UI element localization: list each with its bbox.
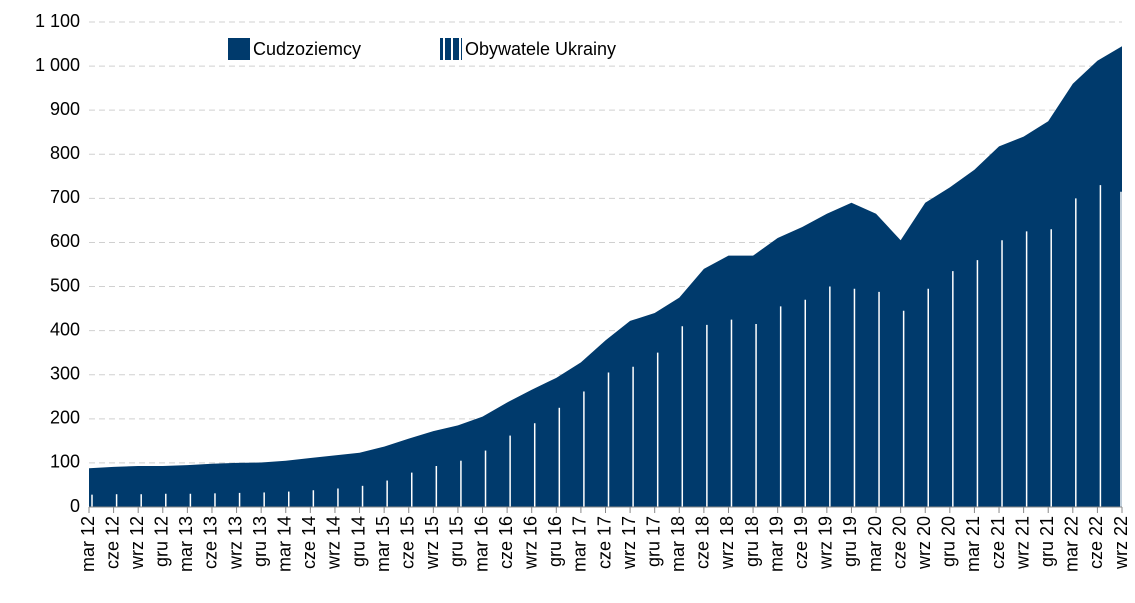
y-tick-label: 900 [50,99,80,119]
x-tick-label: cze 18 [693,516,713,569]
x-tick-label: mar 20 [865,516,885,572]
x-tick-label: cze 17 [594,516,614,569]
x-tick-label: wrz 13 [225,516,245,570]
y-tick-label: 800 [50,143,80,163]
x-tick-label: gru 15 [447,516,467,567]
x-tick-label: gru 13 [250,516,270,567]
x-tick-label: cze 21 [988,516,1008,569]
y-tick-label: 300 [50,363,80,383]
x-tick-label: mar 19 [766,516,786,572]
x-tick-label: wrz 18 [717,516,737,570]
y-tick-label: 600 [50,231,80,251]
x-tick-label: gru 17 [643,516,663,567]
area [89,46,1122,507]
x-tick-label: cze 16 [496,516,516,569]
x-tick-label: gru 14 [348,516,368,567]
x-tick-label: gru 12 [152,516,172,567]
y-tick-label: 500 [50,275,80,295]
x-tick-label: wrz 14 [324,516,344,570]
x-tick-label: mar 16 [471,516,491,572]
y-tick-label: 1 000 [35,55,80,75]
x-tick-label: mar 12 [78,516,98,572]
x-tick-label: cze 19 [791,516,811,569]
x-tick-label: mar 14 [275,516,295,572]
y-tick-label: 700 [50,187,80,207]
y-tick-label: 0 [70,496,80,516]
x-tick-label: cze 12 [102,516,122,569]
x-tick-label: gru 21 [1037,516,1057,567]
y-tick-label: 100 [50,452,80,472]
x-tick-label: cze 13 [201,516,221,569]
x-tick-label: cze 22 [1086,516,1106,569]
x-tick-label: wrz 20 [914,516,934,570]
x-tick-label: cze 20 [889,516,909,569]
x-tick-label: gru 18 [742,516,762,567]
x-tick-label: mar 21 [963,516,983,572]
legend-swatch [228,38,250,60]
y-tick-label: 400 [50,319,80,339]
x-tick-label: wrz 21 [1012,516,1032,570]
x-tick-label: gru 19 [840,516,860,567]
x-tick-label: cze 14 [299,516,319,569]
x-tick-label: cze 15 [397,516,417,569]
x-tick-label: wrz 12 [127,516,147,570]
y-tick-label: 200 [50,408,80,428]
x-tick-label: mar 15 [373,516,393,572]
x-tick-label: gru 20 [939,516,959,567]
legend-label: Cudzoziemcy [253,39,361,59]
legend-swatch [440,38,462,60]
x-tick-label: mar 17 [570,516,590,572]
x-tick-label: gru 16 [545,516,565,567]
x-tick-label: mar 13 [176,516,196,572]
x-tick-label: mar 18 [668,516,688,572]
y-tick-label: 1 100 [35,11,80,31]
x-tick-label: wrz 17 [619,516,639,570]
x-tick-label: wrz 22 [1111,516,1131,570]
x-tick-label: mar 22 [1062,516,1082,572]
x-tick-label: wrz 15 [422,516,442,570]
x-tick-label: wrz 16 [520,516,540,570]
legend-label: Obywatele Ukrainy [465,39,616,59]
x-tick-label: wrz 19 [816,516,836,570]
